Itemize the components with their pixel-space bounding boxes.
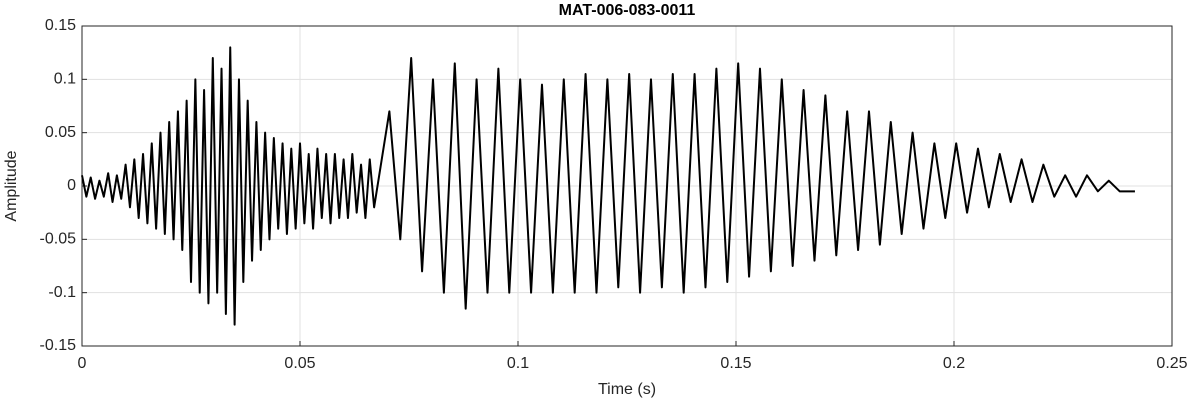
y-tick-label: 0.1 (54, 71, 76, 88)
y-tick-label: -0.1 (48, 284, 76, 301)
chart-title: MAT-006-083-0011 (559, 2, 696, 19)
x-tick-label: 0.25 (1156, 355, 1187, 372)
y-tick-label: 0 (67, 177, 76, 194)
y-axis-label: Amplitude (3, 150, 20, 221)
y-tick-label: -0.15 (40, 337, 77, 354)
x-tick-label: 0.05 (284, 355, 315, 372)
x-tick-label: 0.2 (943, 355, 965, 372)
x-tick-label: 0 (78, 355, 87, 372)
y-tick-label: 0.05 (45, 124, 76, 141)
x-tick-label: 0.1 (507, 355, 529, 372)
waveform-line (81, 46, 1135, 326)
plot-frame (81, 25, 1173, 347)
y-tick-label: -0.05 (40, 231, 77, 248)
x-axis-label: Time (s) (598, 381, 656, 398)
y-tick-label: 0.15 (45, 17, 76, 34)
x-tick-label: 0.15 (720, 355, 751, 372)
